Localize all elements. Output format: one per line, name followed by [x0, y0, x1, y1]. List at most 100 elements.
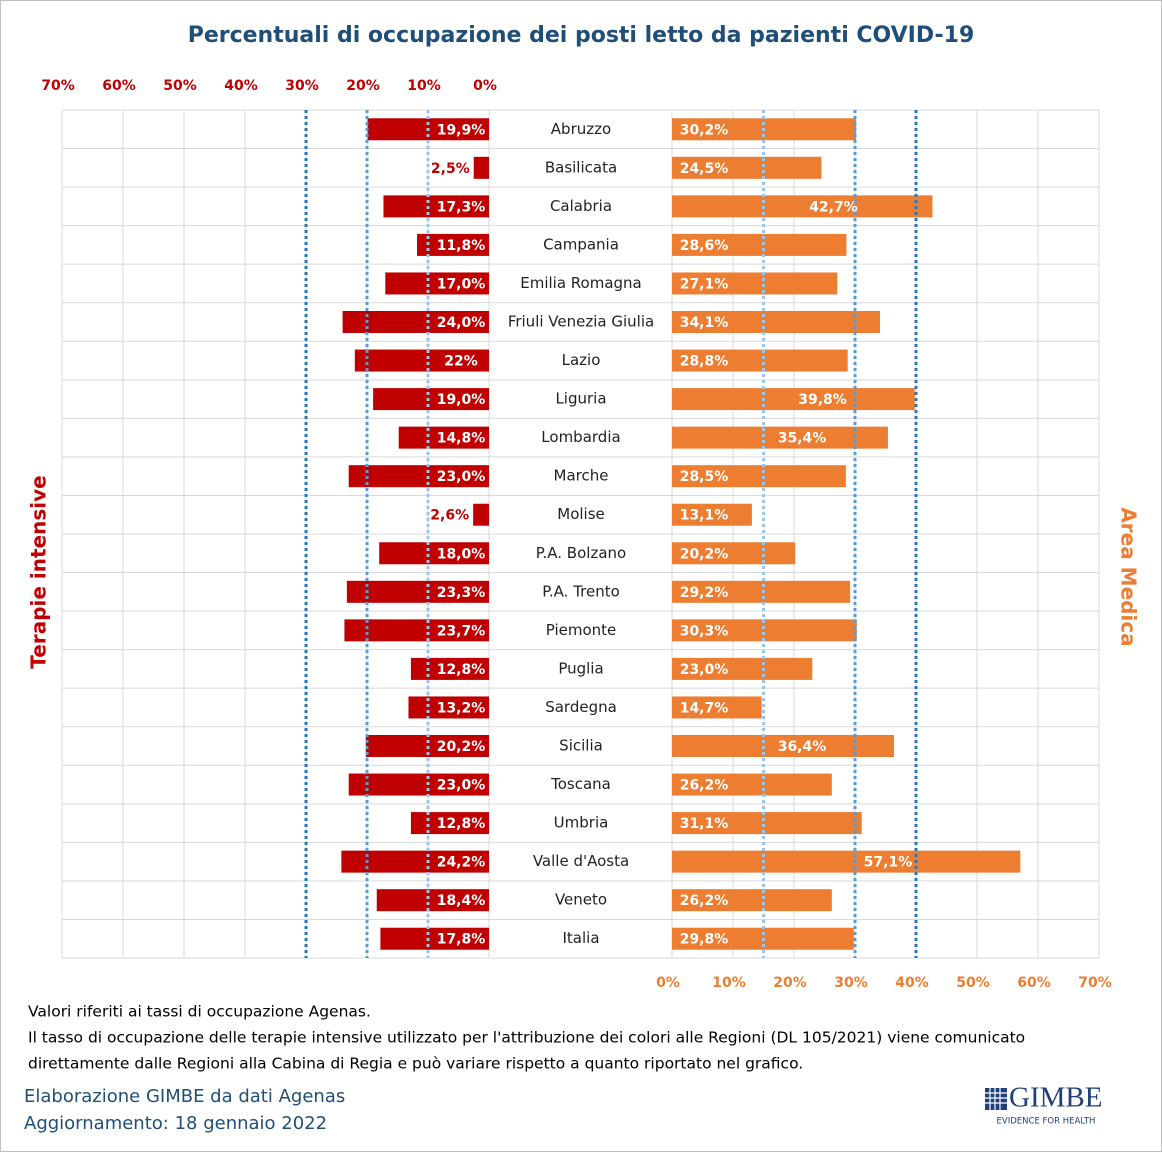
bar [385, 272, 489, 295]
value-label: 20,2% [680, 546, 729, 562]
category-label: Piemonte [546, 621, 617, 639]
x-tick-label: 60% [102, 78, 136, 94]
series-label: Area Medica [1117, 507, 1141, 646]
bar [672, 388, 915, 411]
chart-title: Percentuali di occupazione dei posti let… [188, 23, 975, 48]
category-label: Marche [554, 467, 609, 485]
bar [672, 735, 895, 757]
source: Elaborazione GIMBE da dati Agenas [24, 1086, 345, 1107]
x-tick-label: 60% [1017, 975, 1051, 991]
value-label: 28,6% [680, 238, 729, 254]
bar [672, 195, 933, 218]
logo-icon-grid [985, 1088, 1007, 1110]
value-label: 29,8% [680, 932, 729, 948]
bar [672, 812, 862, 835]
bar [344, 619, 489, 642]
value-label: 17,8% [437, 932, 486, 948]
value-label: 26,2% [680, 778, 729, 794]
value-label: 20,2% [437, 739, 486, 755]
bar [672, 156, 822, 179]
category-label: Lazio [562, 351, 601, 369]
note: Valori riferiti ai tassi di occupazione … [28, 1003, 371, 1021]
value-label: 35,4% [778, 431, 827, 447]
x-tick-label: 40% [895, 975, 929, 991]
note: Il tasso di occupazione delle terapie in… [28, 1029, 1025, 1047]
category-label: Calabria [550, 197, 612, 215]
value-label: 17,3% [437, 199, 486, 215]
note: direttamente dalle Regioni alla Cabina d… [28, 1055, 803, 1073]
value-label: 30,2% [680, 122, 729, 138]
value-label: 34,1% [680, 315, 729, 331]
bar [672, 349, 848, 372]
value-label: 14,8% [437, 431, 486, 447]
bar [473, 156, 489, 179]
x-tick-label: 50% [956, 975, 990, 991]
x-tick-label: 70% [41, 78, 75, 94]
value-label: 23,0% [680, 662, 729, 678]
value-label: 57,1% [864, 855, 913, 871]
updated: Aggiornamento: 18 gennaio 2022 [24, 1113, 327, 1134]
category-label: Toscana [550, 775, 611, 793]
value-label: 13,2% [437, 700, 486, 716]
x-tick-label: 20% [773, 975, 807, 991]
value-label: 29,2% [680, 585, 729, 601]
bar [672, 542, 796, 565]
x-tick-label: 30% [834, 975, 868, 991]
category-label: Puglia [558, 659, 603, 677]
value-label: 24,2% [437, 855, 486, 871]
logo-icon [985, 1088, 1007, 1110]
category-label: P.A. Bolzano [536, 544, 626, 562]
bar [672, 311, 881, 333]
category-label: Sardegna [545, 698, 617, 716]
x-tick-label: 0% [473, 78, 497, 94]
bar [672, 503, 752, 526]
category-label: Emilia Romagna [520, 274, 642, 292]
bar [672, 233, 847, 256]
value-label: 27,1% [680, 276, 729, 292]
value-label: 18,0% [437, 546, 486, 562]
value-label: 36,4% [778, 739, 827, 755]
x-tick-label: 50% [163, 78, 197, 94]
value-label: 24,5% [680, 161, 729, 177]
value-label: 2,6% [430, 508, 469, 524]
bar [672, 426, 888, 449]
value-label: 28,8% [680, 354, 729, 370]
bar [672, 657, 813, 680]
bar [672, 619, 857, 642]
value-label: 12,8% [437, 816, 486, 832]
value-label: 26,2% [680, 893, 729, 909]
x-tick-label: 40% [224, 78, 258, 94]
value-label: 2,5% [431, 161, 470, 177]
value-label: 17,0% [437, 276, 486, 292]
bar [342, 311, 489, 333]
category-label: Molise [557, 505, 605, 523]
value-label: 23,7% [437, 623, 486, 639]
series-label: Terapie intensive [27, 475, 51, 668]
logo: GIMBE EVIDENCE FOR HEALTH [985, 1082, 1102, 1127]
bar [672, 889, 832, 912]
bar [410, 812, 489, 835]
value-label: 23,0% [437, 778, 486, 794]
category-label: Italia [562, 929, 599, 947]
value-label: 12,8% [437, 662, 486, 678]
bar [672, 773, 832, 796]
x-tick-label: 70% [1078, 975, 1112, 991]
value-label: 11,8% [437, 238, 486, 254]
category-label: Umbria [554, 814, 609, 832]
logo-name: GIMBE [1009, 1082, 1102, 1114]
bar [410, 657, 489, 680]
value-label: 39,8% [798, 392, 847, 408]
value-label: 19,0% [437, 392, 486, 408]
category-label: Campania [543, 235, 619, 253]
bar [379, 542, 489, 565]
value-label: 18,4% [437, 893, 486, 909]
x-tick-label: 30% [285, 78, 319, 94]
bar [672, 580, 851, 603]
bar [473, 503, 489, 526]
category-label: Basilicata [545, 158, 617, 176]
bar [417, 233, 489, 256]
value-label: 42,7% [809, 199, 858, 215]
value-label: 23,0% [437, 469, 486, 485]
bar [672, 850, 1021, 873]
